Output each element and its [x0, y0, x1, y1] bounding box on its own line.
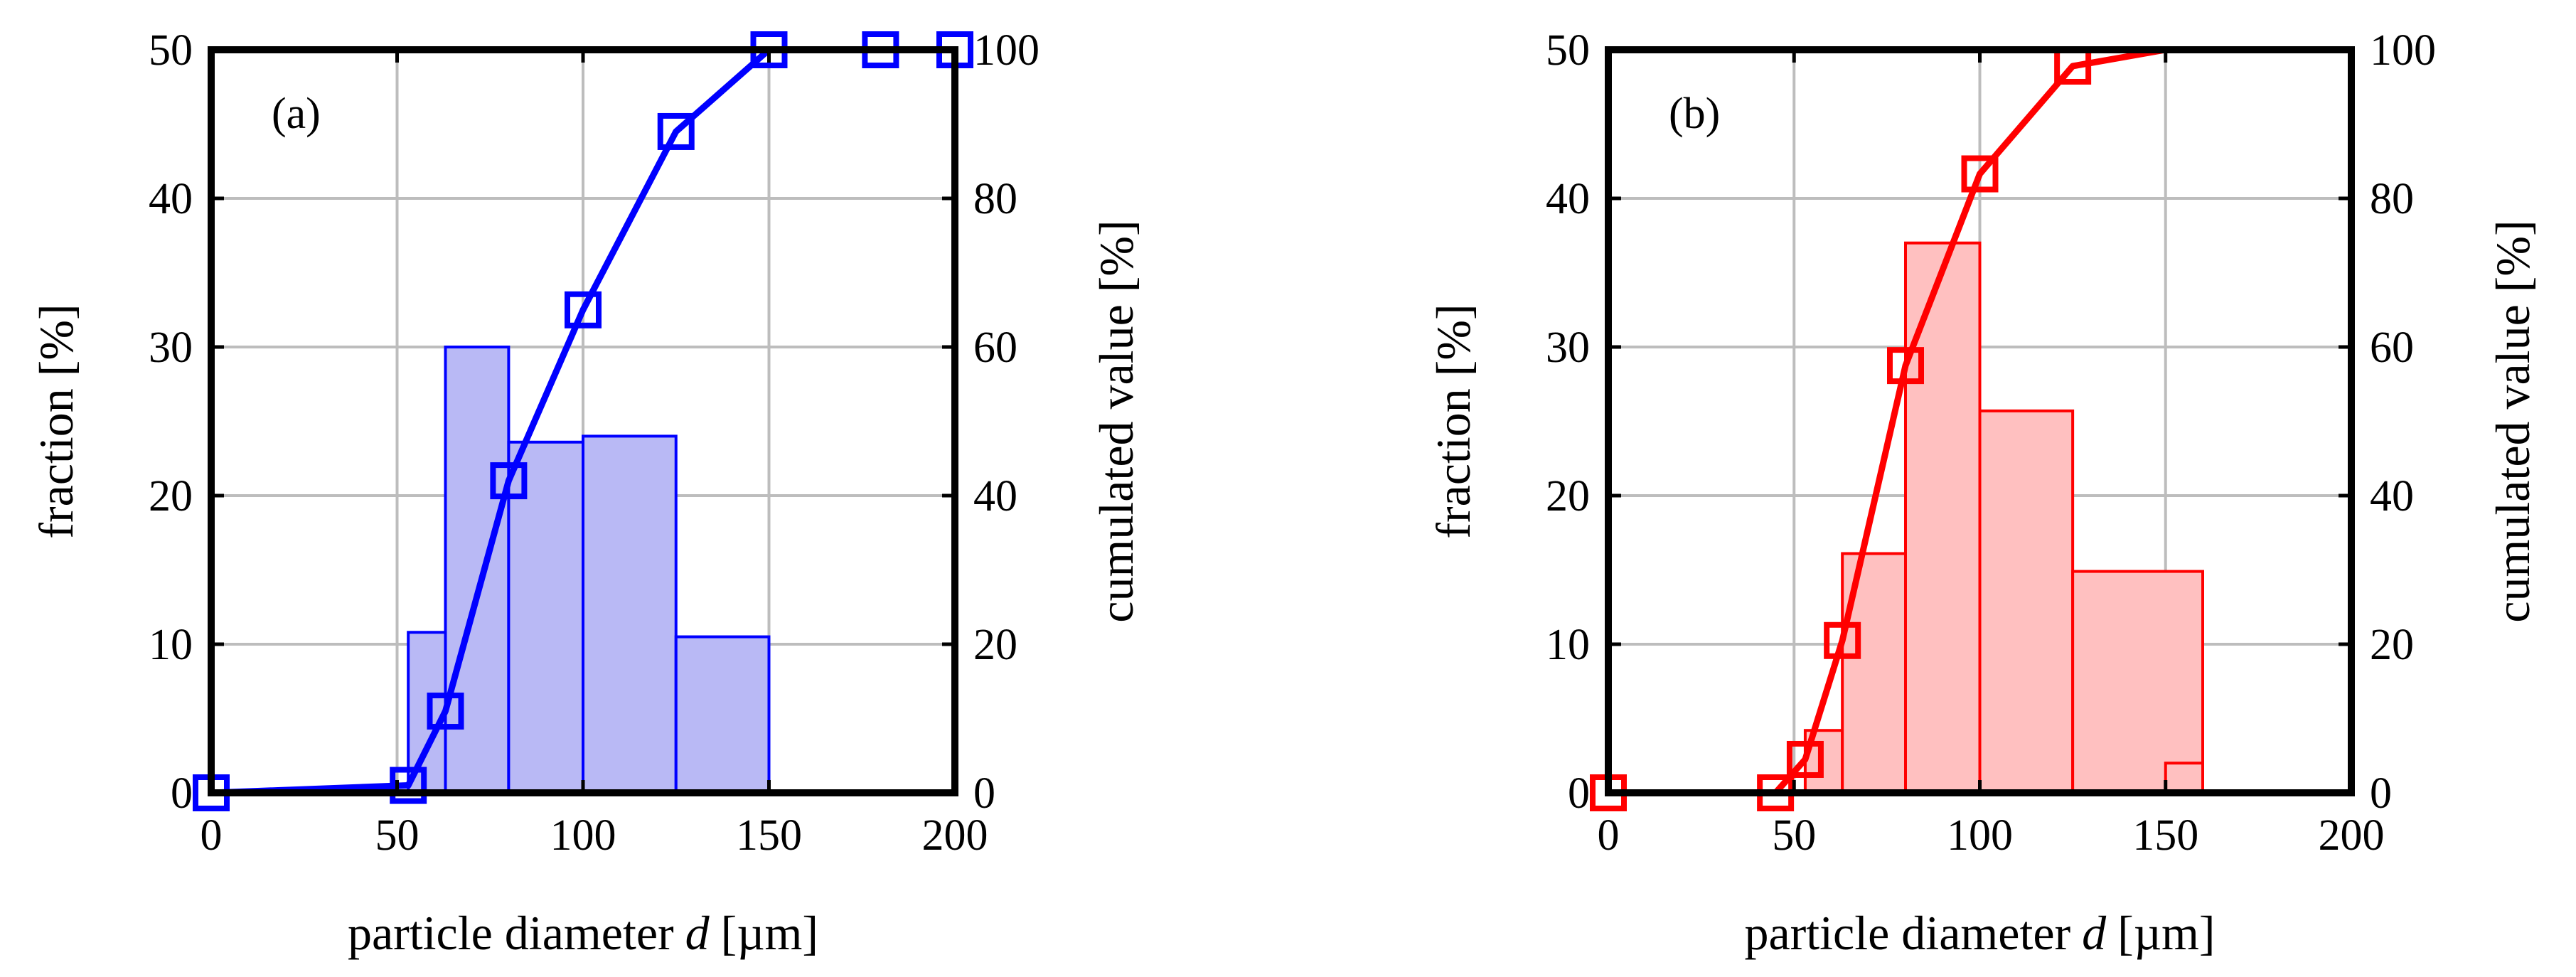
x-axis-title: particle diameter d [µm]	[1744, 906, 2215, 960]
y-left-tick-label: 50	[1546, 26, 1590, 75]
y-left-tick-label: 30	[1546, 324, 1590, 372]
x-axis-title-text: particle diameter	[1744, 906, 2070, 960]
y-right-tick-label: 0	[973, 769, 995, 818]
cumulative-marker	[490, 462, 528, 500]
y-right-tick-label: 100	[2370, 26, 2436, 75]
y-left-tick-label: 10	[149, 621, 193, 669]
cumulative-marker	[1961, 155, 1999, 193]
x-axis-title-unit: [µm]	[721, 906, 818, 960]
cumulative-marker	[427, 693, 464, 730]
x-tick-label: 150	[2132, 811, 2198, 860]
x-tick-label: 100	[1947, 811, 2013, 860]
x-tick-label: 50	[1772, 811, 1816, 860]
panel-label: (a)	[272, 90, 321, 138]
y-right-tick-label: 0	[2370, 769, 2392, 818]
x-axis-title-var: d	[2082, 906, 2107, 960]
cumulative-line	[1608, 46, 2351, 796]
x-tick-label: 200	[2319, 811, 2385, 860]
y-axis-left-title: fraction [%]	[1426, 304, 1480, 538]
cumulative-marker	[1786, 740, 1824, 778]
cumulative-marker	[1887, 347, 1924, 385]
y-right-tick-label: 60	[973, 324, 1017, 372]
cumulative-marker	[390, 767, 427, 804]
x-tick-label: 200	[922, 811, 988, 860]
y-left-tick-label: 20	[1546, 472, 1590, 520]
y-right-tick-label: 60	[2370, 324, 2414, 372]
histogram-bar	[1904, 241, 1982, 794]
y-axis-left-title: fraction [%]	[29, 304, 83, 538]
histogram-bar	[2071, 570, 2204, 795]
x-axis-title: particle diameter d [µm]	[348, 906, 818, 960]
x-axis-title-unit: [µm]	[2117, 906, 2215, 960]
histogram-bar	[1978, 409, 2075, 794]
y-right-tick-label: 20	[2370, 621, 2414, 669]
y-right-tick-label: 100	[973, 26, 1040, 75]
y-right-tick-label: 40	[2370, 472, 2414, 520]
x-tick-label: 0	[201, 811, 223, 860]
x-tick-label: 50	[375, 811, 419, 860]
y-left-tick-label: 10	[1546, 621, 1590, 669]
histogram-bar	[444, 346, 511, 794]
x-tick-label: 150	[736, 811, 802, 860]
y-axis-right-title: cumulated value [%]	[1089, 220, 1143, 622]
y-left-tick-label: 30	[149, 324, 193, 372]
y-axis-right-title: cumulated value [%]	[2486, 220, 2540, 622]
y-left-tick-label: 0	[171, 769, 193, 818]
cumulative-marker	[1824, 621, 1861, 659]
y-right-tick-label: 20	[973, 621, 1017, 669]
x-axis-title-text: particle diameter	[348, 906, 674, 960]
y-left-tick-label: 20	[149, 472, 193, 520]
histogram-bars	[407, 346, 771, 795]
x-axis-title-var: d	[685, 906, 710, 960]
histogram-bar	[674, 635, 771, 794]
y-left-tick-label: 50	[149, 26, 193, 75]
cumulative-series-line	[1608, 46, 2351, 796]
panel-label: (b)	[1669, 90, 1720, 138]
histogram-bars	[1803, 241, 2204, 795]
cumulative-marker	[657, 112, 695, 150]
y-left-tick-label: 0	[1568, 769, 1590, 818]
y-right-tick-label: 80	[973, 175, 1017, 223]
y-left-tick-label: 40	[149, 175, 193, 223]
histogram-bar	[2164, 762, 2204, 794]
y-left-tick-label: 40	[1546, 175, 1590, 223]
y-right-tick-label: 80	[2370, 175, 2414, 223]
x-tick-label: 0	[1598, 811, 1620, 860]
y-right-tick-label: 40	[973, 472, 1017, 520]
histogram-bar	[582, 434, 678, 795]
cumulative-marker	[565, 291, 602, 329]
x-tick-label: 100	[550, 811, 616, 860]
